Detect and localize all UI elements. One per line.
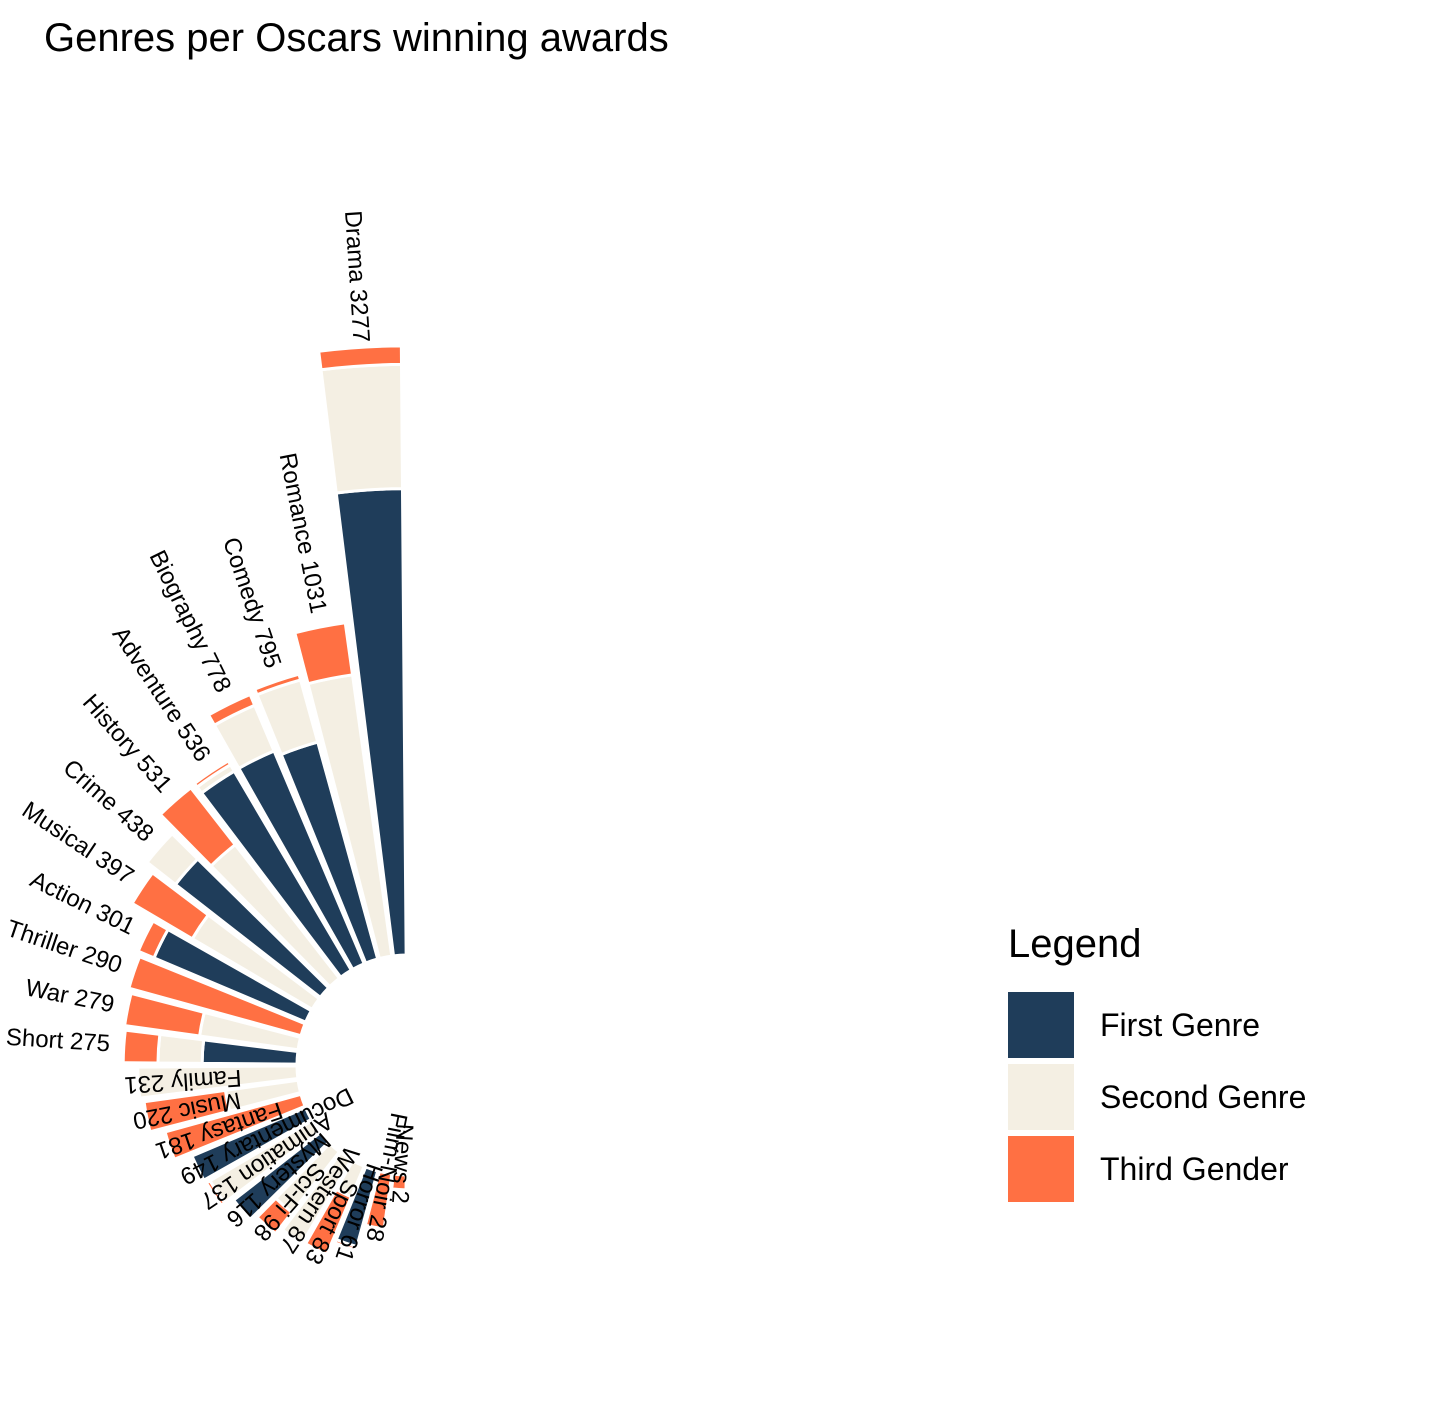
bar-segment-adventure-third-gender — [192, 758, 233, 790]
bar-segment-short-second-genre — [156, 1032, 206, 1065]
category-name-adventure: Adventure — [106, 622, 189, 728]
bar-segment-history-third-gender — [158, 785, 238, 869]
category-total-drama: 3277 — [343, 282, 374, 344]
category-total-news: 2 — [386, 1183, 414, 1205]
bar-segment-biography-third-gender — [206, 692, 257, 728]
category-name-thriller: Thriller — [3, 915, 81, 964]
category-label-news: News 2 — [386, 1123, 418, 1205]
bar-segment-documentary-third-gender — [185, 1155, 204, 1185]
bar-segment-action-third-gender — [136, 919, 171, 960]
category-name-biography: Biography — [143, 546, 215, 655]
bar-segment-music-third-gender — [142, 1088, 232, 1134]
legend-item-first-genre: First Genre — [1008, 989, 1306, 1061]
category-total-short: 275 — [62, 1028, 110, 1058]
bar-segment-romance-third-gender — [292, 621, 355, 686]
legend-label-third-gender: Third Gender — [1100, 1150, 1289, 1187]
category-total-romance: 1031 — [293, 552, 331, 616]
category-name-news: News — [387, 1123, 418, 1185]
category-label-drama: Drama 3277 — [339, 210, 375, 344]
category-label-war: War 279 — [23, 975, 116, 1019]
bar-segment-fantasy-third-gender — [163, 1092, 307, 1162]
bar-segment-sport-third-gender — [303, 1187, 354, 1257]
category-total-comedy: 795 — [245, 619, 286, 672]
category-label-comedy: Comedy 795 — [217, 534, 286, 672]
category-total-war: 279 — [65, 983, 116, 1019]
category-name-romance: Romance — [273, 451, 320, 557]
category-name-drama: Drama — [339, 210, 371, 284]
bar-segment-mystery-third-gender — [229, 1198, 253, 1224]
category-label-short: Short 275 — [5, 1024, 111, 1058]
category-total-biography: 778 — [191, 643, 236, 697]
category-name-short: Short — [5, 1024, 64, 1055]
legend-swatch-third-gender — [1008, 1136, 1074, 1202]
bar-segment-short-third-gender — [121, 1028, 162, 1065]
bar-segment-comedy-third-gender — [252, 672, 303, 697]
bar-segment-western-third-gender — [279, 1227, 305, 1247]
bar-segment-news-third-gender — [390, 1172, 408, 1192]
legend: Legend First Genre Second Genre Third Ge… — [1008, 922, 1306, 1205]
bar-segment-horror-third-gender — [333, 1237, 359, 1252]
bar-segment-film-noir-third-gender — [363, 1169, 394, 1231]
category-name-musical: Musical — [17, 797, 100, 865]
category-name-history: History — [77, 689, 147, 763]
bar-segment-family-second-genre — [136, 1064, 300, 1100]
category-name-war: War — [23, 975, 71, 1010]
bar-segment-drama-third-gender — [317, 344, 404, 372]
legend-label-first-genre: First Genre — [1100, 1006, 1261, 1043]
bar-segment-war-third-gender — [122, 991, 207, 1038]
bar-segment-crime-second-genre — [144, 831, 200, 887]
bar-segment-drama-second-genre — [319, 362, 404, 495]
category-name-action: Action — [26, 866, 98, 920]
bar-segment-animation-third-gender — [204, 1178, 227, 1208]
category-name-comedy: Comedy — [217, 534, 271, 627]
category-total-family: 231 — [123, 1068, 171, 1098]
bar-segment-thriller-third-gender — [127, 954, 307, 1038]
legend-label-second-genre: Second Genre — [1100, 1078, 1307, 1115]
legend-swatch-first-genre — [1008, 992, 1074, 1058]
category-total-film-noir: 28 — [360, 1206, 393, 1244]
bar-segments — [121, 344, 408, 1257]
chart-title: Genres per Oscars winning awards — [44, 16, 669, 60]
category-label-romance: Romance 1031 — [273, 451, 331, 616]
legend-item-third-gender: Third Gender — [1008, 1133, 1306, 1205]
legend-swatch-second-genre — [1008, 1064, 1074, 1130]
legend-item-second-genre: Second Genre — [1008, 1061, 1306, 1133]
category-label-family: Family 231 — [123, 1064, 242, 1099]
bar-segment-musical-third-gender — [130, 870, 211, 941]
legend-title: Legend — [1008, 922, 1142, 966]
bar-segment-sci-fi-third-gender — [254, 1196, 295, 1236]
category-name-family: Family — [170, 1064, 242, 1096]
category-total-thriller: 290 — [72, 939, 125, 980]
